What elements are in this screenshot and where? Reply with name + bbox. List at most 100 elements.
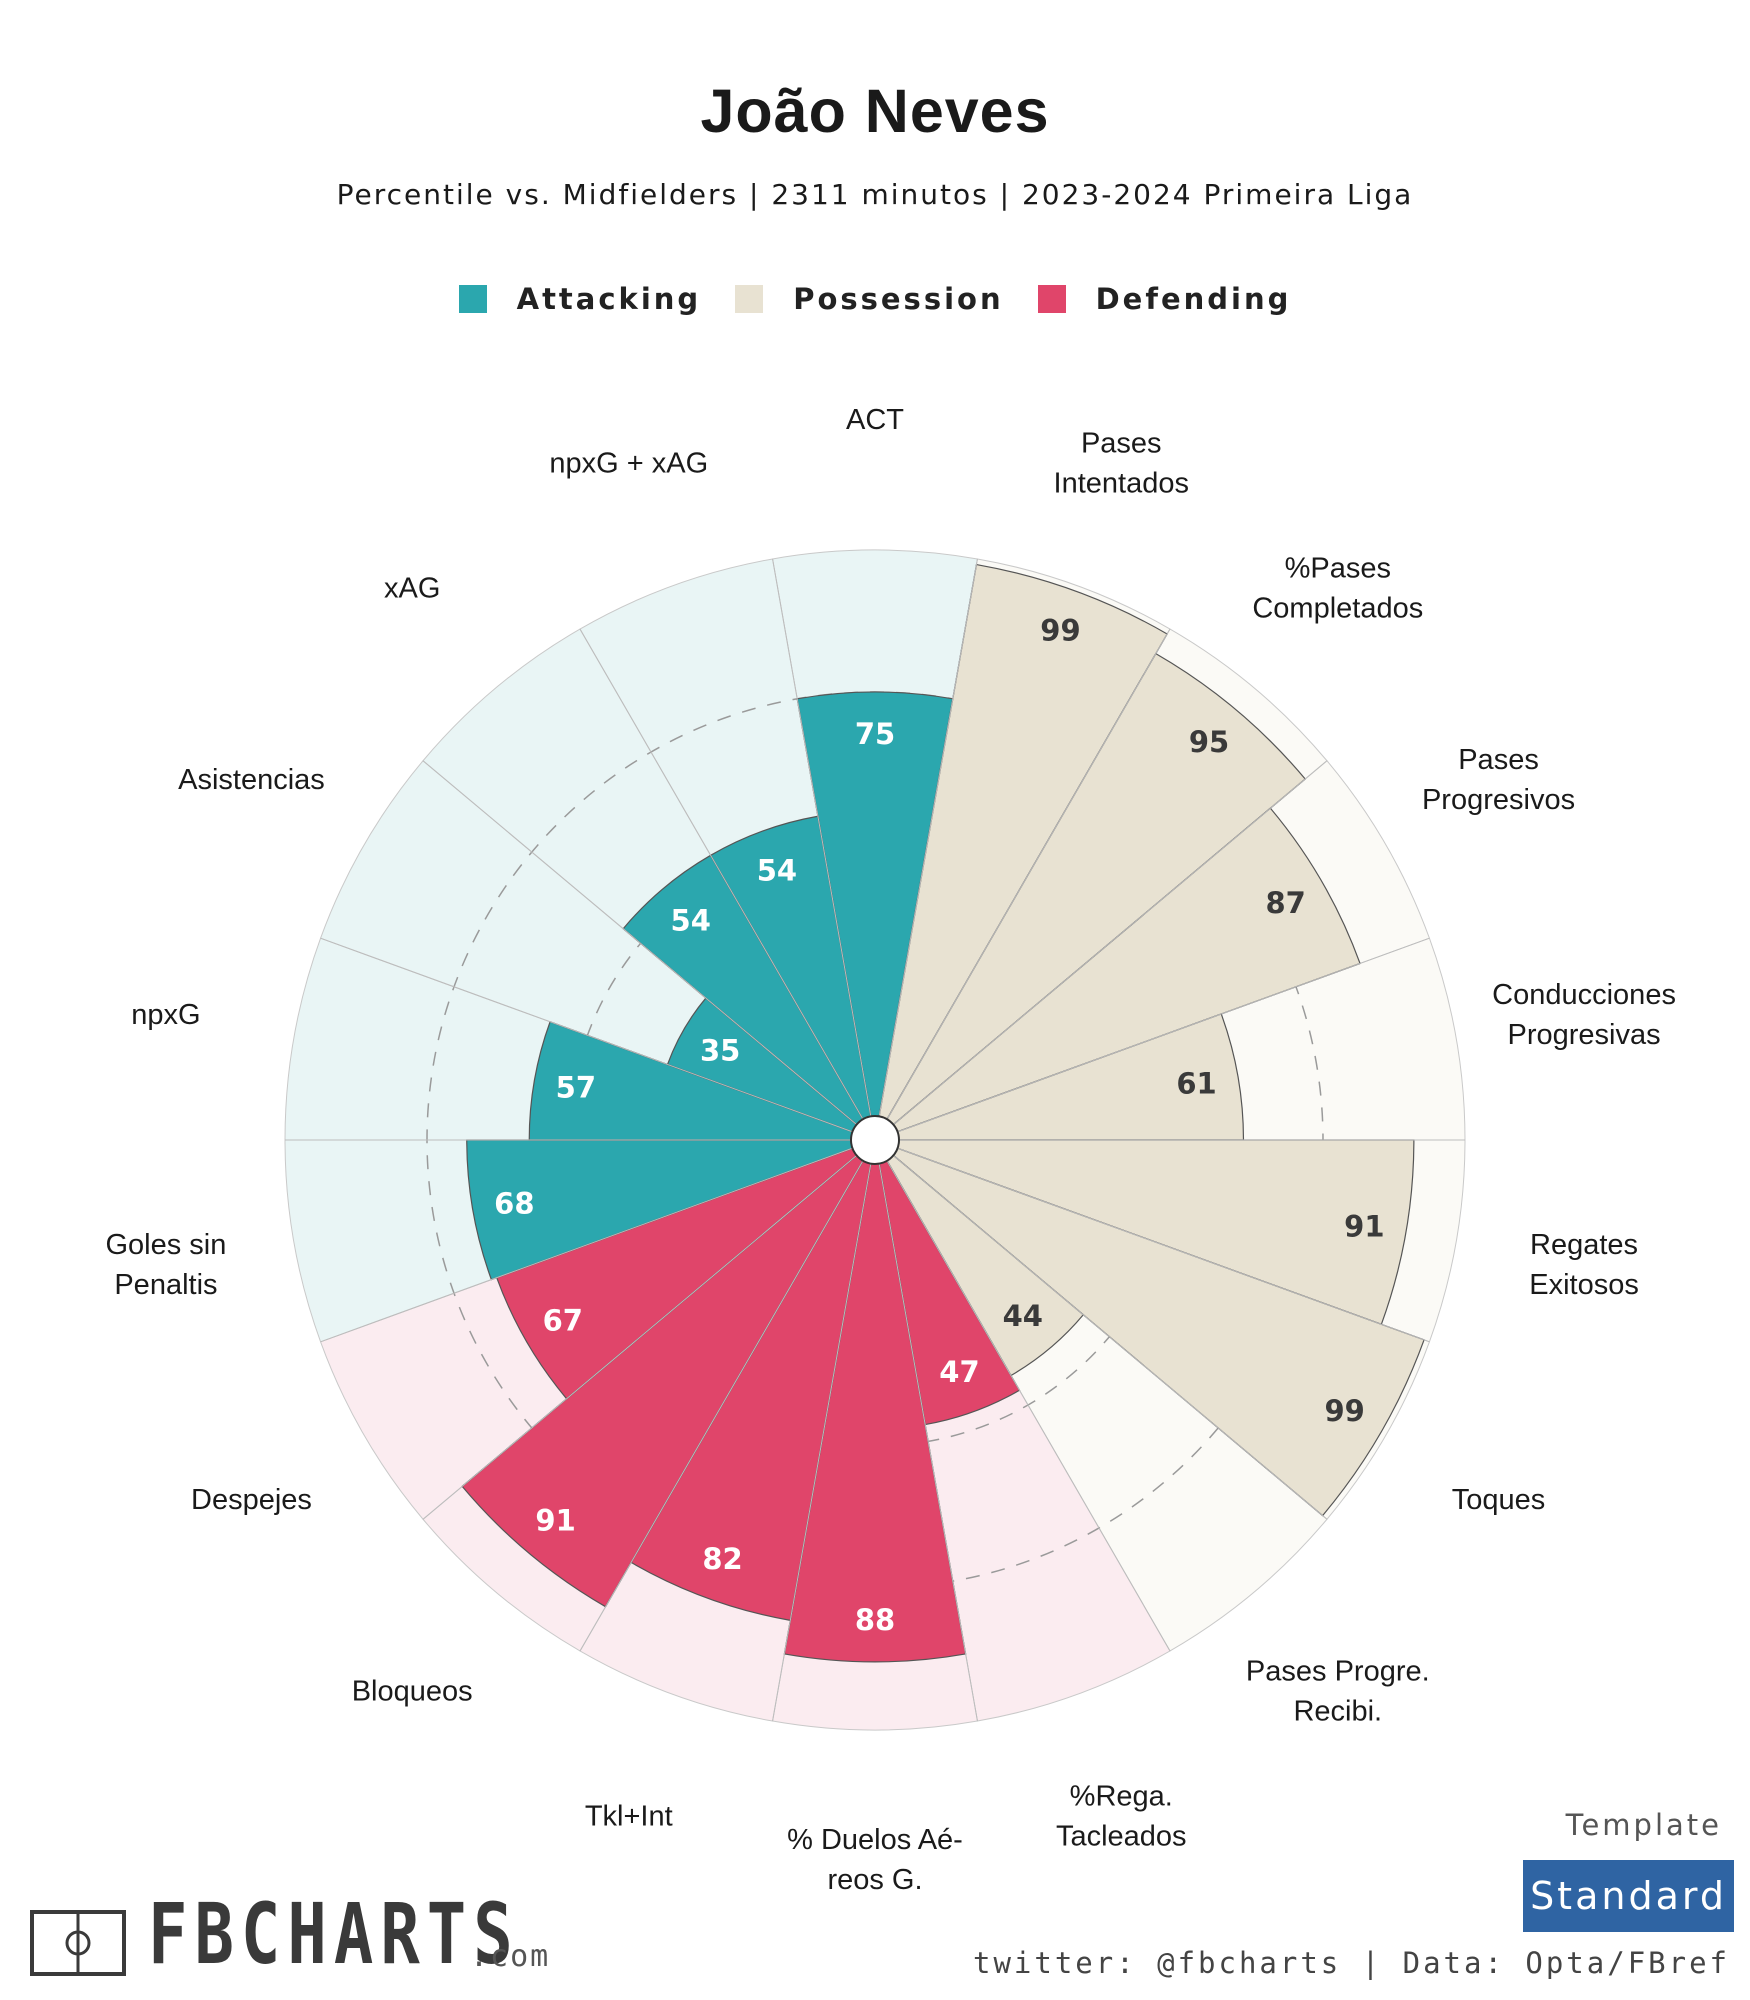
value-bars xyxy=(461,563,1425,1663)
spoke xyxy=(891,1153,1328,1520)
value-label-pases-completados: 95 xyxy=(1189,725,1229,759)
template-label: Template xyxy=(1565,1808,1722,1842)
axis-label-line: %Rega. xyxy=(1070,1781,1173,1813)
axis-label-despejes: Despejes xyxy=(191,1484,312,1516)
spoke xyxy=(885,628,1171,1122)
axis-label-toques: Toques xyxy=(1452,1484,1546,1516)
spoke xyxy=(320,1147,855,1343)
spoke xyxy=(422,760,859,1127)
value-label-pases-progre-recibi: 44 xyxy=(1003,1299,1043,1333)
value-label-goles-sin-penaltis: 68 xyxy=(494,1187,534,1221)
legend-label-defending: Defending xyxy=(1095,282,1292,316)
axis-label-line: npxG + xAG xyxy=(549,447,708,479)
spoke xyxy=(422,1153,859,1520)
axis-label-pases-progre-recibi: Pases Progre. Recibi. xyxy=(1246,1656,1430,1728)
axis-label-line: Conducciones xyxy=(1492,979,1676,1011)
spoke xyxy=(885,1158,1171,1652)
value-label-despejes: 67 xyxy=(543,1303,583,1337)
spoke xyxy=(878,1161,978,1722)
value-label-npxg: 57 xyxy=(556,1070,596,1104)
value-label-tkl-int: 82 xyxy=(702,1542,742,1576)
axis-label-npxg: npxG xyxy=(131,999,200,1031)
axis-label-pases-completados: %Pases Completados xyxy=(1252,552,1423,624)
axis-label-line: xAG xyxy=(384,572,440,604)
spoke xyxy=(891,760,1328,1127)
axis-label-goles-sin-penaltis: Goles sin Penaltis xyxy=(105,1229,226,1301)
legend-label-possession: Possession xyxy=(793,282,1004,316)
legend-item-attacking: Attacking xyxy=(458,282,702,316)
axis-label-tkl-int: Tkl+Int xyxy=(585,1801,673,1833)
value-label-duelos-ae-reos-g: 88 xyxy=(855,1603,895,1637)
axis-label-line: Penaltis xyxy=(114,1269,217,1301)
legend-swatch-possession xyxy=(735,285,764,313)
value-label-pases-intentados: 99 xyxy=(1040,613,1080,647)
axis-label-duelos-ae-reos-g: % Duelos Aé-reos G. xyxy=(787,1824,963,1896)
axis-label-xag: xAG xyxy=(384,572,440,604)
axis-label-line: Exitosos xyxy=(1529,1269,1639,1301)
legend-item-defending: Defending xyxy=(1037,282,1292,316)
spoke xyxy=(579,1158,865,1652)
axis-label-line: Tkl+Int xyxy=(585,1801,673,1833)
axis-label-line: Completados xyxy=(1252,592,1423,624)
spoke xyxy=(320,937,855,1133)
center-hole xyxy=(850,1115,900,1165)
spokes xyxy=(285,558,1465,1722)
template-badge: Standard xyxy=(1523,1860,1734,1932)
value-label-asistencias: 35 xyxy=(700,1034,740,1068)
legend-swatch-attacking xyxy=(458,285,487,313)
value-label-act: 75 xyxy=(855,717,895,751)
value-label-rega-tacleados: 47 xyxy=(939,1355,979,1389)
spoke xyxy=(772,558,872,1119)
value-label-regates-exitosos: 91 xyxy=(1344,1209,1384,1243)
axis-label-line: Asistencias xyxy=(178,764,325,796)
axis-label-npxg-xag: npxG + xAG xyxy=(549,447,708,479)
spoke xyxy=(895,1147,1430,1343)
axis-label-line: Progresivas xyxy=(1507,1019,1660,1051)
value-label-bloqueos: 91 xyxy=(535,1504,575,1538)
axis-label-pases-intentados: Pases Intentados xyxy=(1054,427,1189,499)
legend-swatch-defending xyxy=(1037,285,1066,313)
spoke xyxy=(895,937,1430,1133)
axis-label-line: Toques xyxy=(1452,1484,1546,1516)
axis-label-line: Despejes xyxy=(191,1484,312,1516)
axis-label-line: reos G. xyxy=(827,1864,922,1896)
legend: Attacking Possession Defending xyxy=(0,282,1750,316)
axis-label-line: Pases xyxy=(1458,744,1539,776)
axis-label-line: Tacleados xyxy=(1056,1821,1187,1853)
axis-label-line: ACT xyxy=(846,404,904,436)
fbcharts-logo: FBCHARTS .com xyxy=(30,1892,625,1976)
axis-label-line: Regates xyxy=(1530,1229,1638,1261)
value-label-npxg-xag: 54 xyxy=(757,854,797,888)
axis-label-asistencias: Asistencias xyxy=(178,764,325,796)
logo-wordmark: FBCHARTS xyxy=(148,1885,520,1983)
spoke xyxy=(579,628,865,1122)
axis-label-act: ACT xyxy=(846,404,904,436)
axis-label-line: Progresivos xyxy=(1422,784,1575,816)
axis-label-conducciones-progresivas: Conducciones Progresivas xyxy=(1492,979,1676,1051)
axis-label-line: Goles sin xyxy=(105,1229,226,1261)
axis-label-line: Pases xyxy=(1081,427,1162,459)
value-labels: 75 99 95 87 61 91 99 44 47 88 82 91 67 68 57 35 54 54 xyxy=(494,613,1384,1636)
page-title: João Neves xyxy=(700,77,1050,145)
axis-label-line: Pases Progre. xyxy=(1246,1656,1430,1688)
axis-label-rega-tacleados: %Rega. Tacleados xyxy=(1056,1781,1187,1853)
axis-label-line: %Pases xyxy=(1285,552,1391,584)
axis-label-line: Intentados xyxy=(1054,467,1189,499)
axis-label-line: Recibi. xyxy=(1293,1696,1382,1728)
credits: twitter: @fbcharts | Data: Opta/FBref xyxy=(972,1946,1730,1980)
value-label-conducciones-progresivas: 61 xyxy=(1176,1066,1216,1100)
logo-suffix: .com xyxy=(470,1939,551,1974)
axis-label-line: Bloqueos xyxy=(352,1676,473,1708)
axis-label-pases-progresivos: Pases Progresivos xyxy=(1422,744,1575,816)
axis-label-line: npxG xyxy=(131,999,200,1031)
spoke xyxy=(772,1161,872,1722)
axis-label-bloqueos: Bloqueos xyxy=(352,1676,473,1708)
axis-labels: ACT Pases Intentados %Pases Completados Pases… xyxy=(105,404,1675,1896)
pitch-logo-icon xyxy=(30,1910,126,1976)
legend-item-possession: Possession xyxy=(735,282,1003,316)
page-subtitle: Percentile vs. Midfielders | 2311 minuto… xyxy=(336,178,1414,211)
value-label-pases-progresivos: 87 xyxy=(1265,886,1305,920)
axis-label-line: % Duelos Aé- xyxy=(787,1824,963,1856)
value-label-xag: 54 xyxy=(671,903,711,937)
